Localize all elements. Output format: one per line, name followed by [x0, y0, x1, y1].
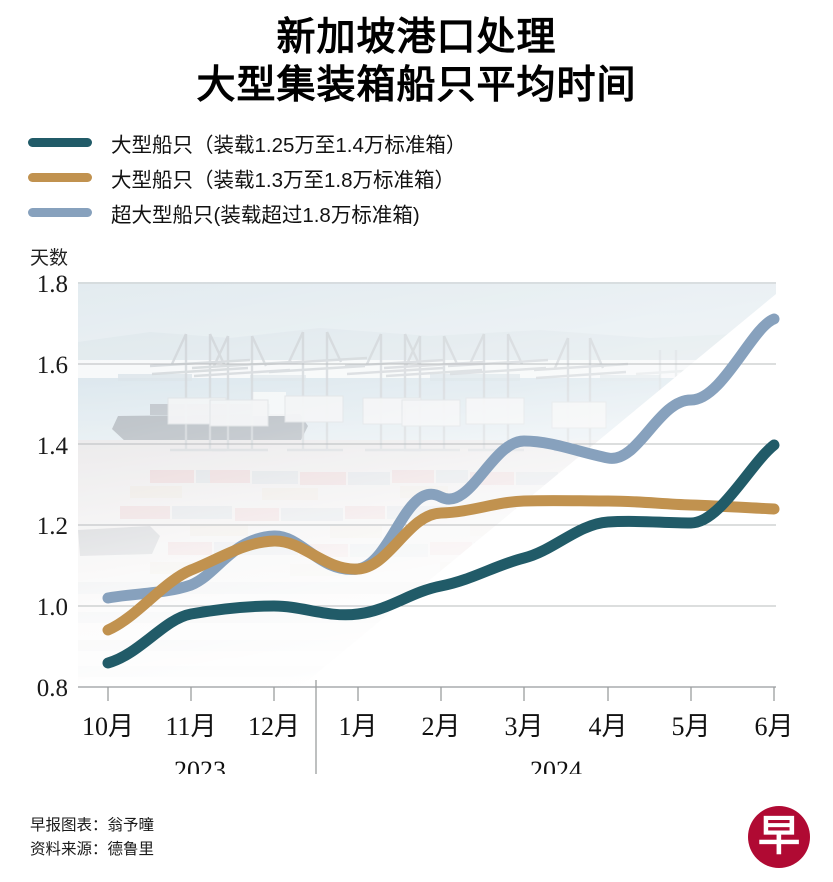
legend-label-1: 大型船只（装载1.25万至1.4万标准箱） — [111, 133, 467, 157]
background-photo — [78, 282, 776, 688]
footer-credit-line: 早报图表：翁予曈 — [30, 816, 155, 834]
zaobao-logo: 早 — [748, 806, 810, 868]
legend-item-ultra-large-vessel-over-18000: 超大型船只(装载超过1.8万标准箱) — [28, 195, 833, 230]
x-tick-dec: 12月 — [248, 712, 300, 741]
legend-label-3: 超大型船只(装载超过1.8万标准箱) — [111, 203, 420, 227]
logo-glyph: 早 — [757, 811, 800, 860]
series-line-large-vessel-12500-14000 — [102, 439, 780, 669]
legend-swatch-teal — [28, 138, 92, 148]
y-tick-1-4: 1.4 — [37, 433, 69, 460]
y-tick-1-2: 1.2 — [37, 513, 68, 540]
y-tick-1-0: 1.0 — [37, 594, 68, 621]
chart-canvas: 1.8 1.6 1.4 1.2 1.0 0.8 10月 11月 12月 1月 — [37, 274, 794, 775]
x-tick-oct: 10月 — [82, 712, 134, 741]
y-tick-1-6: 1.6 — [37, 352, 68, 379]
footer-source-line: 资料来源：德鲁里 — [30, 840, 155, 858]
x-axis-tick-labels: 10月 11月 12月 1月 2月 3月 4月 5月 6月 — [82, 712, 794, 741]
legend-swatch-gold — [28, 173, 92, 183]
x-axis-year-labels: 2023 2024 — [174, 756, 582, 774]
y-axis-title: 天数 — [30, 248, 69, 270]
line-chart: 1.8 1.6 1.4 1.2 1.0 0.8 10月 11月 12月 1月 — [0, 274, 833, 775]
legend-label-2: 大型船只（装载1.3万至1.8万标准箱） — [111, 168, 455, 192]
y-tick-0-8: 0.8 — [37, 675, 68, 702]
chart-legend: 大型船只（装载1.25万至1.4万标准箱） 大型船只（装载1.3万至1.8万标准… — [0, 125, 833, 230]
y-tick-1-8: 1.8 — [37, 274, 68, 298]
legend-swatch-blue — [28, 208, 92, 218]
legend-item-large-vessel-12500-14000: 大型船只（装载1.25万至1.4万标准箱） — [28, 125, 833, 160]
y-axis-tick-labels: 1.8 1.6 1.4 1.2 1.0 0.8 — [37, 274, 69, 702]
legend-item-large-vessel-13000-18000: 大型船只（装载1.3万至1.8万标准箱） — [28, 160, 833, 195]
page-title: 新加坡港口处理 大型集装箱船只平均时间 — [0, 0, 833, 109]
title-line-1: 新加坡港口处理 — [276, 16, 557, 59]
x-tick-apr: 4月 — [588, 712, 627, 741]
x-tick-may: 5月 — [671, 712, 710, 741]
x-axis-ticks — [107, 687, 775, 702]
x-tick-nov: 11月 — [165, 712, 216, 741]
year-label-2023: 2023 — [174, 756, 226, 774]
x-tick-feb: 2月 — [421, 712, 460, 741]
x-tick-jun: 6月 — [754, 712, 793, 741]
title-line-2: 大型集装箱船只平均时间 — [196, 63, 637, 107]
x-tick-mar: 3月 — [504, 712, 543, 741]
chart-series-group — [102, 313, 780, 669]
year-label-2024: 2024 — [530, 756, 582, 774]
footer-credits: 早报图表：翁予曈 资料来源：德鲁里 — [30, 814, 154, 862]
x-tick-jan: 1月 — [338, 712, 377, 741]
series-line-large-vessel-13000-18000 — [102, 495, 780, 636]
